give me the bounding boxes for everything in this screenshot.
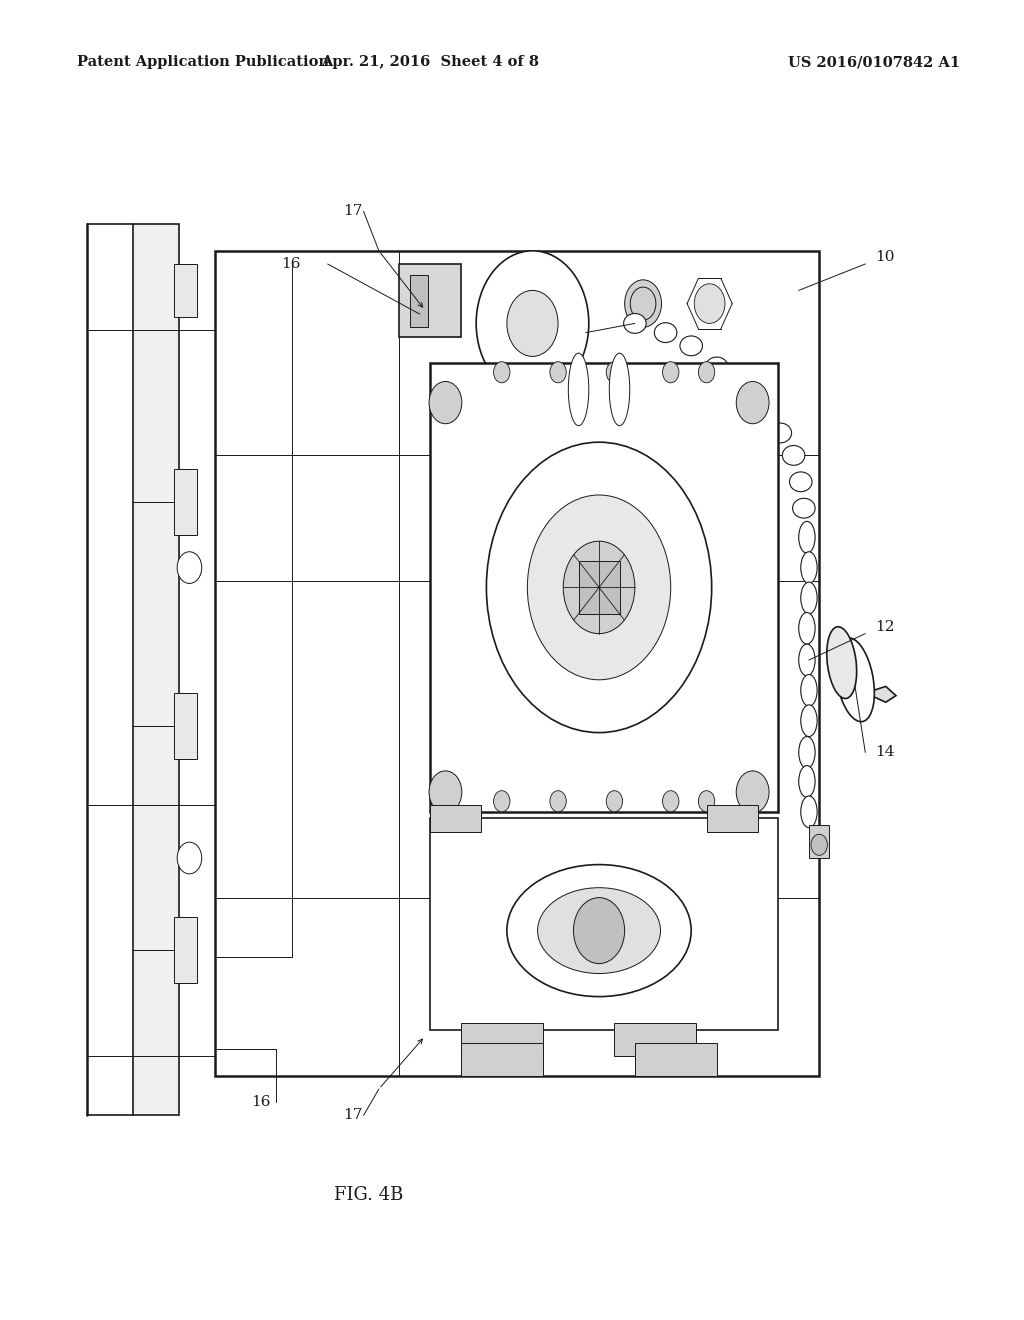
Circle shape [494, 362, 510, 383]
Bar [430, 363, 778, 812]
Ellipse shape [538, 888, 660, 974]
Circle shape [736, 771, 769, 813]
Text: 14: 14 [876, 746, 895, 759]
Ellipse shape [826, 627, 857, 698]
Circle shape [811, 834, 827, 855]
Ellipse shape [801, 675, 817, 706]
Text: 17: 17 [343, 1109, 362, 1122]
Circle shape [698, 362, 715, 383]
Text: 12: 12 [876, 620, 895, 634]
Bar [614, 1023, 696, 1056]
Text: 17: 17 [343, 205, 362, 218]
Bar [461, 1023, 543, 1056]
Ellipse shape [799, 644, 815, 676]
Text: 16: 16 [251, 1096, 270, 1109]
Circle shape [563, 541, 635, 634]
Circle shape [550, 791, 566, 812]
Ellipse shape [799, 737, 815, 768]
Ellipse shape [793, 499, 815, 519]
Circle shape [527, 495, 671, 680]
Text: 16: 16 [282, 257, 301, 271]
Bar [174, 917, 197, 983]
Circle shape [177, 552, 202, 583]
Bar [174, 469, 197, 535]
Ellipse shape [680, 337, 702, 355]
Ellipse shape [769, 422, 792, 442]
Text: 10: 10 [876, 251, 895, 264]
Bar [430, 805, 481, 832]
Bar [399, 264, 461, 337]
Ellipse shape [801, 582, 817, 614]
Bar [174, 693, 197, 759]
Ellipse shape [568, 354, 589, 425]
FancyBboxPatch shape [435, 370, 773, 805]
Circle shape [573, 898, 625, 964]
Ellipse shape [801, 796, 817, 828]
Circle shape [429, 381, 462, 424]
Text: Patent Application Publication: Patent Application Publication [77, 55, 329, 70]
Bar [635, 1043, 717, 1076]
Ellipse shape [836, 638, 874, 722]
Circle shape [625, 280, 662, 327]
Ellipse shape [790, 471, 812, 491]
Bar [707, 805, 758, 832]
Ellipse shape [801, 552, 817, 583]
Circle shape [550, 362, 566, 383]
Polygon shape [865, 686, 896, 702]
Ellipse shape [706, 358, 728, 378]
Circle shape [177, 842, 202, 874]
Ellipse shape [782, 446, 805, 465]
Circle shape [507, 290, 558, 356]
Circle shape [606, 362, 623, 383]
Text: US 2016/0107842 A1: US 2016/0107842 A1 [788, 55, 961, 70]
Ellipse shape [752, 400, 774, 420]
Ellipse shape [801, 705, 817, 737]
Ellipse shape [507, 865, 691, 997]
Bar [133, 224, 179, 1115]
Circle shape [486, 442, 712, 733]
Circle shape [663, 791, 679, 812]
Circle shape [494, 791, 510, 812]
Text: FIG. 4B: FIG. 4B [334, 1185, 403, 1204]
Bar [461, 1043, 543, 1076]
Circle shape [429, 771, 462, 813]
Ellipse shape [609, 354, 630, 425]
Circle shape [476, 251, 589, 396]
Circle shape [698, 791, 715, 812]
Ellipse shape [799, 766, 815, 797]
Circle shape [736, 381, 769, 424]
Circle shape [606, 791, 623, 812]
Bar [410, 275, 428, 327]
Text: Apr. 21, 2016  Sheet 4 of 8: Apr. 21, 2016 Sheet 4 of 8 [322, 55, 539, 70]
Ellipse shape [799, 612, 815, 644]
Circle shape [663, 362, 679, 383]
Bar [174, 264, 197, 317]
Ellipse shape [624, 314, 646, 333]
Ellipse shape [731, 380, 754, 400]
Ellipse shape [654, 322, 677, 342]
Ellipse shape [799, 521, 815, 553]
Circle shape [694, 284, 725, 323]
Bar [809, 825, 829, 858]
Bar [215, 251, 819, 1076]
Bar [430, 818, 778, 1030]
Bar [579, 561, 620, 614]
